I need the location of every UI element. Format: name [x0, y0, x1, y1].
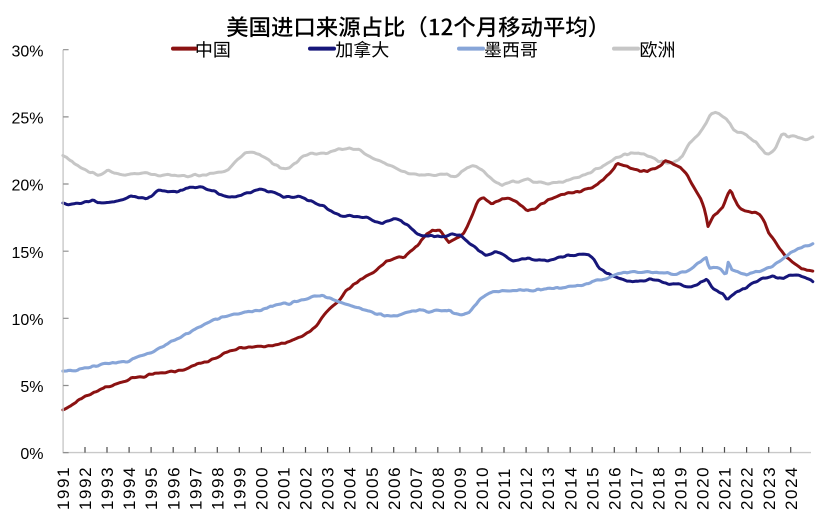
svg-text:2011: 2011	[495, 467, 514, 510]
svg-text:1997: 1997	[186, 466, 205, 510]
svg-text:2004: 2004	[341, 466, 360, 510]
svg-text:30%: 30%	[11, 43, 43, 60]
svg-text:2006: 2006	[385, 466, 404, 510]
svg-text:2000: 2000	[253, 466, 272, 510]
svg-text:1994: 1994	[120, 466, 139, 510]
svg-text:2023: 2023	[760, 466, 779, 510]
svg-text:2013: 2013	[539, 466, 558, 510]
svg-text:2002: 2002	[297, 466, 316, 510]
svg-text:1998: 1998	[208, 466, 227, 510]
svg-text:2010: 2010	[473, 466, 492, 510]
svg-text:1996: 1996	[164, 466, 183, 510]
svg-text:0%: 0%	[20, 446, 43, 463]
svg-text:2009: 2009	[451, 466, 470, 510]
svg-text:5%: 5%	[20, 379, 43, 396]
svg-text:2024: 2024	[782, 466, 801, 510]
svg-text:25%: 25%	[11, 111, 43, 128]
svg-text:1999: 1999	[230, 466, 249, 510]
svg-text:2019: 2019	[672, 466, 691, 510]
svg-text:1993: 1993	[98, 466, 117, 510]
svg-text:15%: 15%	[11, 245, 43, 262]
svg-text:2012: 2012	[517, 466, 536, 510]
svg-text:1991: 1991	[54, 466, 73, 510]
svg-text:2022: 2022	[738, 466, 757, 510]
svg-text:2014: 2014	[561, 466, 580, 510]
svg-text:1992: 1992	[76, 466, 95, 510]
svg-text:2015: 2015	[583, 466, 602, 510]
svg-text:2020: 2020	[694, 466, 713, 510]
svg-text:2001: 2001	[275, 466, 294, 510]
svg-text:1995: 1995	[142, 466, 161, 510]
svg-text:2007: 2007	[407, 466, 426, 510]
svg-text:2003: 2003	[319, 466, 338, 510]
svg-text:2018: 2018	[650, 466, 669, 510]
svg-text:10%: 10%	[11, 312, 43, 329]
svg-text:2016: 2016	[605, 466, 624, 510]
svg-text:20%: 20%	[11, 178, 43, 195]
svg-text:2005: 2005	[363, 466, 382, 510]
svg-text:2008: 2008	[429, 466, 448, 510]
svg-text:2017: 2017	[627, 466, 646, 510]
svg-text:2021: 2021	[716, 466, 735, 510]
